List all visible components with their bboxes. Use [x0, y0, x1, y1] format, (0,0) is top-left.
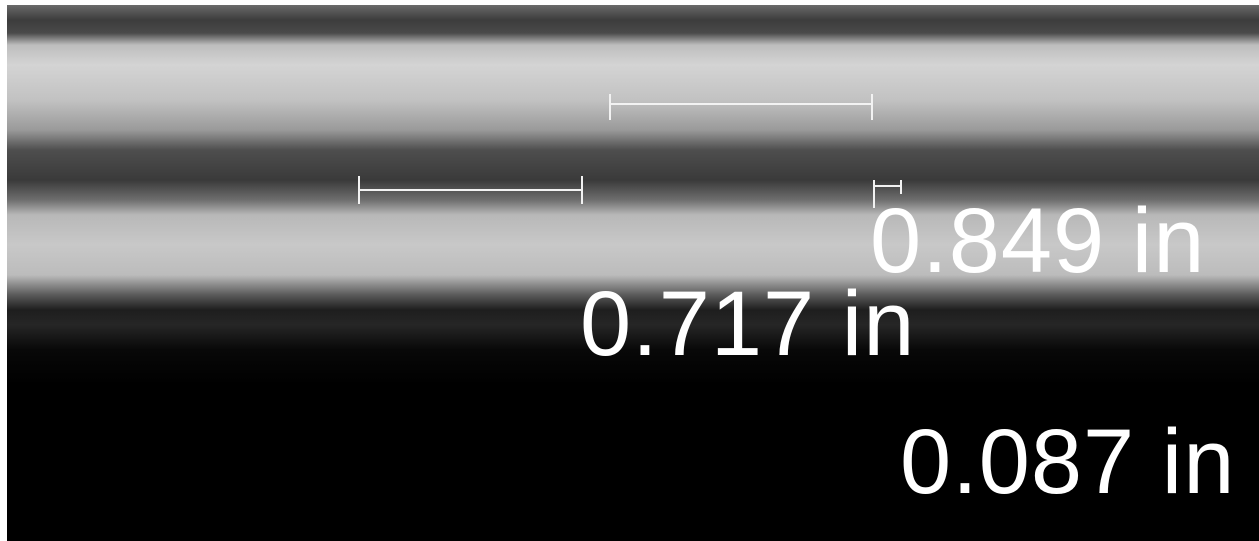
- measure-label: 0.087 in: [900, 416, 1235, 508]
- screenshot: 0.849 in 0.717 in 0.087 in: [0, 0, 1259, 541]
- measure-label: 0.849 in: [870, 195, 1205, 287]
- measure-line: [359, 176, 582, 204]
- measure-line: [610, 94, 872, 120]
- measure-label: 0.717 in: [580, 278, 915, 370]
